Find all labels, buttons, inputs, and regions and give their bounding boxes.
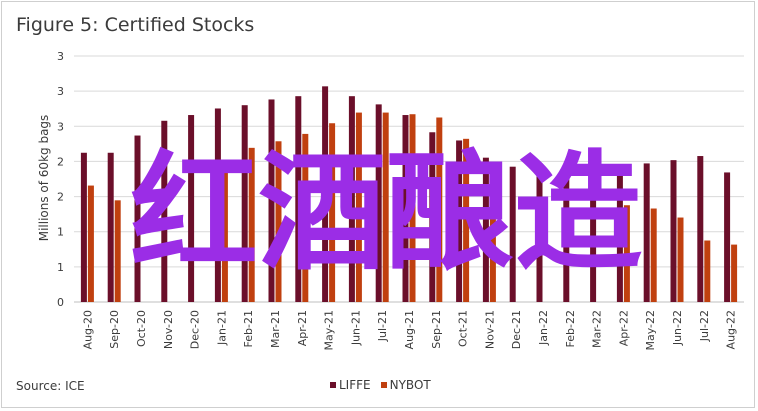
legend-item-nybot: NYBOT: [380, 378, 431, 392]
bar-nybot: [355, 112, 362, 302]
x-tick-label: Aug-21: [403, 310, 416, 349]
x-tick-label: Aug-20: [81, 310, 94, 349]
x-tick-label: May-21: [323, 310, 336, 351]
bar-nybot: [114, 200, 121, 302]
y-tick-labels: 0 1 1 2 2 3 3 3: [57, 50, 64, 309]
bar-nybot: [382, 112, 389, 302]
legend-swatch-nybot: [380, 382, 387, 388]
bar-nybot: [650, 208, 657, 302]
y-tick-label: 0: [57, 296, 64, 309]
bar-liffe: [643, 163, 650, 302]
bar-nybot: [677, 217, 684, 302]
x-tick-label: Jun-22: [671, 310, 684, 346]
x-tick-label: Jul-21: [376, 310, 389, 342]
x-tick-label: Oct-21: [457, 310, 470, 347]
x-tick-label: Mar-22: [591, 310, 604, 348]
bar-nybot: [731, 244, 738, 302]
bar-nybot: [436, 117, 443, 302]
figure-title: Figure 5: Certified Stocks: [16, 14, 255, 36]
bar-nybot: [704, 240, 711, 302]
bar-liffe: [214, 108, 221, 302]
bar-nybot: [87, 185, 94, 302]
x-tick-label: Jan-21: [215, 310, 228, 346]
bar-liffe: [268, 99, 275, 303]
x-tick-label: Jun-21: [349, 310, 362, 346]
bar-nybot: [623, 205, 630, 302]
legend: LIFFE NYBOT: [330, 378, 431, 392]
bar-liffe: [322, 86, 329, 302]
legend-item-liffe: LIFFE: [330, 378, 371, 392]
bar-liffe: [563, 177, 570, 302]
bar-liffe: [295, 96, 302, 303]
legend-label-liffe: LIFFE: [339, 378, 371, 392]
bar-nybot: [409, 114, 416, 302]
y-tick-label: 2: [57, 155, 64, 168]
bar-liffe: [482, 157, 489, 302]
bar-nybot: [248, 147, 255, 302]
bar-liffe: [429, 132, 436, 302]
x-tick-label: Mar-21: [269, 310, 282, 348]
bar-liffe: [188, 115, 195, 302]
bars: [80, 86, 738, 303]
x-tick-label: Sep-21: [430, 310, 443, 349]
bar-liffe: [697, 156, 704, 302]
x-tick-label: Apr-21: [296, 310, 309, 346]
bar-nybot: [275, 141, 282, 302]
bar-liffe: [375, 104, 382, 302]
y-tick-label: 3: [57, 50, 64, 63]
legend-label-nybot: NYBOT: [389, 378, 431, 392]
bar-liffe: [670, 160, 677, 302]
bar-liffe: [402, 115, 409, 302]
watermark-text: 红酒酿造: [130, 139, 643, 288]
bar-liffe: [536, 173, 543, 302]
bar-nybot: [221, 160, 228, 302]
y-tick-label: 3: [57, 120, 64, 133]
bar-liffe: [616, 174, 623, 302]
x-tick-label: May-22: [644, 310, 657, 351]
x-tick-label: Apr-22: [617, 310, 630, 346]
x-tick-label: Oct-20: [135, 310, 148, 347]
x-tick-label: Feb-21: [242, 310, 255, 347]
bar-liffe: [509, 166, 516, 302]
bar-liffe: [107, 152, 114, 302]
bar-liffe: [241, 105, 248, 302]
bar-liffe: [590, 174, 597, 302]
bar-liffe: [724, 172, 731, 302]
bar-nybot: [329, 123, 336, 303]
y-axis-label: Millions of 60kg bags: [37, 115, 51, 242]
x-tick-label: Dec-21: [510, 310, 523, 349]
x-tick-label: Jan-22: [537, 310, 550, 346]
x-tick-label: Sep-20: [108, 310, 121, 349]
x-tick-label: Feb-22: [564, 310, 577, 347]
gridlines: [74, 55, 744, 303]
source-note: Source: ICE: [16, 379, 85, 393]
bar-nybot: [302, 133, 309, 302]
y-tick-label: 1: [57, 261, 64, 274]
bar-liffe: [80, 152, 87, 302]
y-tick-label: 3: [57, 85, 64, 98]
bar-liffe: [348, 96, 355, 303]
y-tick-label: 2: [57, 191, 64, 204]
bar-liffe: [161, 120, 168, 302]
legend-swatch-liffe: [330, 382, 336, 388]
x-tick-label: Jul-22: [698, 310, 711, 342]
bar-liffe: [134, 135, 141, 302]
x-tick-label: Dec-20: [189, 310, 202, 349]
x-tick-labels: Aug-20 Sep-20 Oct-20 Nov-20 Dec-20 Jan-21 Feb-…: [81, 310, 737, 351]
x-tick-label: Nov-20: [162, 310, 175, 349]
bar-nybot: [489, 162, 496, 302]
bar-nybot: [463, 138, 470, 302]
y-tick-label: 1: [57, 226, 64, 239]
x-tick-label: Nov-21: [483, 310, 496, 349]
x-tick-label: Aug-22: [725, 310, 738, 349]
bar-liffe: [456, 140, 463, 302]
